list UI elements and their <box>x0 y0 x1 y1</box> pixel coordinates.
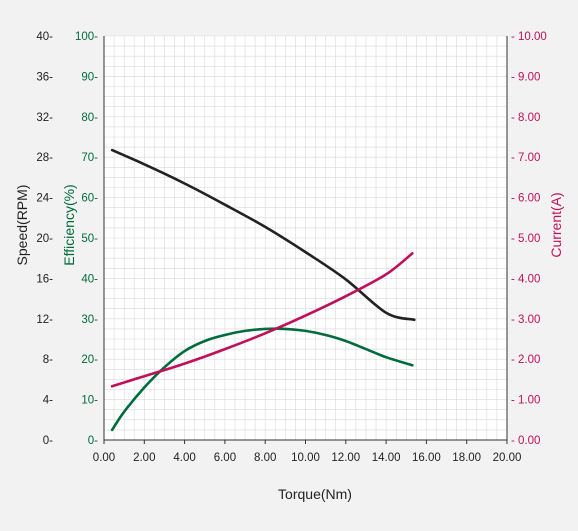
x-tick-label: 4.00 <box>173 452 195 464</box>
x-axis-title: Torque(Nm) <box>278 486 352 502</box>
current-tick-label: - 2.00 <box>511 354 540 366</box>
speed-tick-label: 28- <box>36 152 53 164</box>
speed-tick-label: 8- <box>43 354 53 366</box>
efficiency-tick-label: 40- <box>81 273 98 285</box>
speed-tick-label: 36- <box>36 71 53 83</box>
efficiency-tick-label: 10- <box>81 395 98 407</box>
x-tick-label: 16.00 <box>412 452 441 464</box>
axes: 0.00 2.00 4.00 6.00 8.00 10.00 12.00 14.00 16.00… <box>36 31 546 464</box>
x-tick-label: 12.00 <box>331 452 360 464</box>
current-tick-label: - 5.00 <box>511 233 540 245</box>
speed-tick-label: 16- <box>36 273 53 285</box>
speed-tick-label: 0- <box>43 435 53 447</box>
efficiency-series-line <box>110 327 414 432</box>
x-tick-label: 20.00 <box>493 452 522 464</box>
current-axis-title: Current(A) <box>548 192 564 257</box>
efficiency-axis-title: Efficiency(%) <box>61 184 77 265</box>
speed-tick-label: 24- <box>36 193 53 205</box>
efficiency-tick-label: 60- <box>81 193 98 205</box>
current-tick-label: - 0.00 <box>511 435 540 447</box>
x-tick-label: 8.00 <box>254 452 276 464</box>
x-tick-label: 6.00 <box>214 452 236 464</box>
current-tick-label: - 10.00 <box>511 31 547 43</box>
current-tick-label: - 6.00 <box>511 193 540 205</box>
speed-tick-label: 40- <box>36 31 53 43</box>
x-tick-label: 10.00 <box>291 452 320 464</box>
speed-tick-label: 4- <box>43 395 53 407</box>
efficiency-tick-label: 50- <box>81 233 98 245</box>
efficiency-tick-label: 100- <box>75 31 98 43</box>
current-tick-label: - 1.00 <box>511 395 540 407</box>
grid <box>103 35 508 441</box>
current-tick-label: - 3.00 <box>511 314 540 326</box>
efficiency-tick-label: 0- <box>88 435 98 447</box>
efficiency-tick-label: 20- <box>81 354 98 366</box>
x-tick-label: 2.00 <box>133 452 155 464</box>
speed-series-line <box>110 148 416 322</box>
x-tick-label: 0.00 <box>93 452 115 464</box>
speed-tick-label: 20- <box>36 233 53 245</box>
current-tick-label: - 8.00 <box>511 112 540 124</box>
x-tick-label: 14.00 <box>372 452 401 464</box>
current-tick-label: - 4.00 <box>511 273 540 285</box>
current-tick-label: - 9.00 <box>511 71 540 83</box>
x-tick-label: 18.00 <box>452 452 481 464</box>
axis-labels: Torque(Nm) Speed(RPM) Efficiency(%) Curr… <box>14 184 564 502</box>
current-tick-label: - 7.00 <box>511 152 540 164</box>
efficiency-tick-label: 90- <box>81 71 98 83</box>
current-series-line <box>110 252 414 388</box>
series-layer <box>110 148 416 432</box>
efficiency-tick-label: 80- <box>81 112 98 124</box>
efficiency-tick-label: 30- <box>81 314 98 326</box>
efficiency-tick-label: 70- <box>81 152 98 164</box>
speed-tick-label: 32- <box>36 112 53 124</box>
speed-axis-title: Speed(RPM) <box>14 185 30 266</box>
speed-tick-label: 12- <box>36 314 53 326</box>
